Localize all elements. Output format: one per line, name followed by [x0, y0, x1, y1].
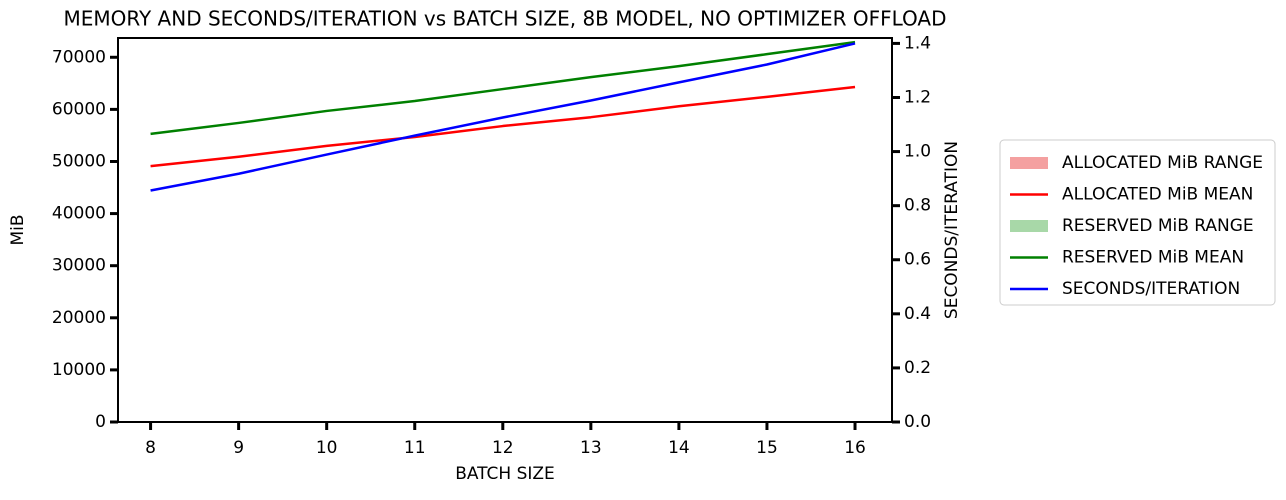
y2-tick-label: 0.0: [904, 412, 931, 432]
y2-tick-label: 0.4: [904, 304, 931, 324]
x-tick-label: 13: [580, 438, 602, 458]
x-tick-label: 10: [316, 438, 338, 458]
x-axis-label: BATCH SIZE: [455, 464, 555, 484]
legend-swatch: [1010, 220, 1048, 232]
y2-axis-label: SECONDS/ITERATION: [942, 141, 962, 319]
x-tick-label: 14: [668, 438, 690, 458]
legend-swatch: [1010, 157, 1048, 169]
legend-label: ALLOCATED MiB MEAN: [1062, 185, 1253, 205]
y2-tick-label: 0.6: [904, 250, 931, 270]
x-tick-label: 15: [756, 438, 778, 458]
y-tick-label: 40000: [52, 204, 106, 224]
series-line: [150, 85, 856, 168]
x-tick-label: 12: [492, 438, 514, 458]
series-line: [150, 40, 856, 136]
y2-tick-label: 1.4: [904, 33, 931, 53]
y2-tick-label: 1.0: [904, 142, 931, 162]
x-tick-label: 11: [404, 438, 426, 458]
chart-title: MEMORY AND SECONDS/ITERATION vs BATCH SI…: [63, 7, 946, 31]
y-tick-label: 50000: [52, 151, 106, 171]
y-axis-label: MiB: [8, 214, 28, 245]
legend-box: [999, 139, 1276, 306]
x-tick-label: 9: [233, 438, 244, 458]
y2-tick-label: 0.2: [904, 358, 931, 378]
legend-label: RESERVED MiB RANGE: [1062, 216, 1254, 236]
legend-label: SECONDS/ITERATION: [1062, 279, 1240, 299]
y2-tick-label: 1.2: [904, 87, 931, 107]
x-tick-label: 8: [145, 438, 156, 458]
x-tick-label: 16: [844, 438, 866, 458]
y-tick-label: 10000: [52, 360, 106, 380]
legend-label: ALLOCATED MiB RANGE: [1062, 153, 1263, 173]
y-tick-label: 0: [95, 412, 106, 432]
y-tick-label: 30000: [52, 256, 106, 276]
y-tick-label: 60000: [52, 99, 106, 119]
legend-label: RESERVED MiB MEAN: [1062, 248, 1244, 268]
plot-frame: [117, 37, 893, 423]
y-tick-label: 70000: [52, 47, 106, 67]
series-line: [150, 42, 856, 192]
y-tick-label: 20000: [52, 308, 106, 328]
y2-tick-label: 0.8: [904, 196, 931, 216]
